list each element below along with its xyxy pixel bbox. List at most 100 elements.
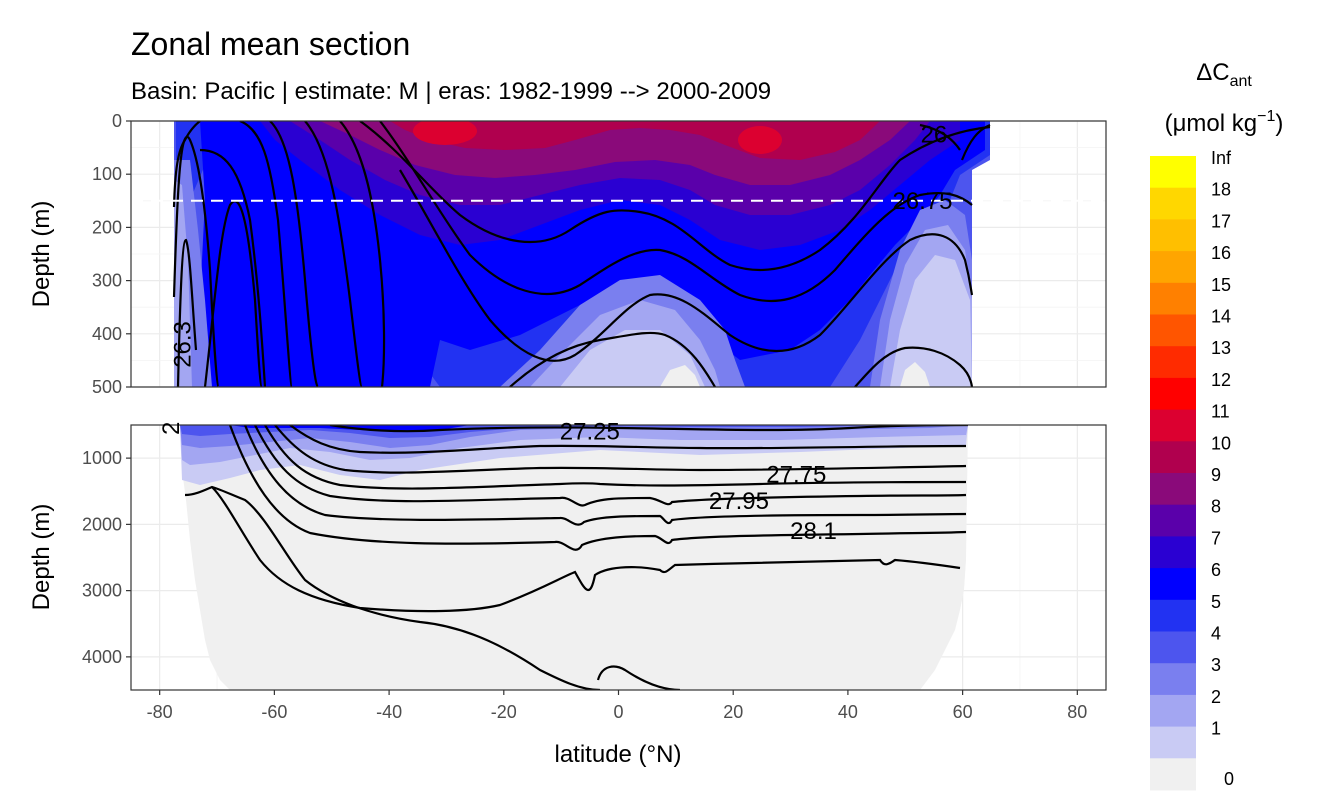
isopycnal-upper-10	[359, 121, 991, 272]
isopycnal-upper-7	[269, 121, 320, 387]
legend-swatch	[1150, 631, 1196, 664]
y-tick-label: 400	[92, 324, 122, 344]
legend-swatch	[1150, 726, 1196, 759]
legend-label: Inf	[1211, 148, 1232, 168]
legend-swatch	[1150, 314, 1196, 347]
fill-band-0-lobe-equator	[660, 365, 700, 387]
x-tick-label: 80	[1067, 702, 1087, 722]
legend-title-line2: (μmol kg−1)	[1165, 108, 1284, 137]
fill-band-1-lobe-north	[890, 255, 972, 387]
isopycnal-upper-8	[304, 121, 364, 387]
y-tick-label: 300	[92, 271, 122, 291]
legend-label: 0	[1224, 769, 1234, 789]
legend-swatch	[1150, 504, 1196, 537]
isopycnal-upper-5	[199, 148, 267, 387]
legend-label: 1	[1211, 719, 1221, 739]
legend-swatch	[1150, 568, 1196, 601]
legend-label: 14	[1211, 307, 1231, 327]
isopycnal-upper-26	[919, 123, 991, 161]
legend-swatch	[1150, 758, 1196, 791]
legend-label: 11	[1211, 402, 1230, 422]
upper-panel	[130, 120, 1107, 388]
y-tick-label: 0	[112, 111, 122, 131]
isopycnal-upper-3	[176, 238, 198, 387]
legend-swatch	[1150, 663, 1196, 696]
contour-label: 26.3	[170, 321, 197, 368]
x-tick-label: -60	[261, 702, 287, 722]
legend-swatch	[1150, 694, 1196, 728]
isopycnal-lower-1	[329, 425, 969, 433]
isopycnal-upper-14	[854, 346, 974, 387]
fill-band-11-core-south	[413, 121, 477, 145]
contour-label: 26	[921, 121, 948, 148]
legend-swatch	[1150, 219, 1196, 252]
legend-label: 17	[1211, 211, 1231, 231]
y-tick-label: 3000	[82, 581, 122, 601]
x-tick-label: -40	[376, 702, 402, 722]
fill-band-0-lobe-north	[900, 362, 930, 387]
legend-label: 4	[1211, 624, 1221, 644]
x-axis: -80 -60 -40 -20 0 20 40 60 80	[147, 690, 1087, 722]
legend-label: 3	[1211, 655, 1221, 675]
legend-title-superscript: −1	[1257, 108, 1275, 125]
isopycnal-lower-4	[264, 425, 967, 490]
isopycnal-upper-11	[379, 121, 973, 303]
contour-label: 27.75	[766, 462, 826, 489]
y-tick-label: 4000	[82, 647, 122, 667]
legend-label: 9	[1211, 465, 1221, 485]
lower-panel	[130, 424, 1107, 691]
contour-label: 26.75	[892, 188, 952, 215]
isopycnal-upper-13	[509, 331, 716, 387]
upper-y-axis-title: Depth (m)	[28, 201, 55, 308]
lower-filled-contours	[180, 425, 968, 690]
legend-swatch	[1150, 251, 1196, 284]
fill-band-0-domain	[180, 425, 968, 690]
upper-panel-border	[130, 120, 1107, 388]
legend: ΔCant (μmol kg−1) Inf1817161514131211109…	[1150, 59, 1283, 791]
legend-label: 8	[1211, 497, 1221, 517]
legend-title-symbol: ΔC	[1196, 59, 1229, 86]
isopycnal-lower-6	[243, 425, 967, 526]
legend-label: 15	[1211, 275, 1231, 295]
isopycnal-lower-9	[211, 486, 961, 613]
isopycnal-upper-4	[203, 200, 264, 387]
legend-swatch	[1150, 473, 1196, 506]
legend-label: 6	[1211, 560, 1221, 580]
isopycnal-upper-2	[172, 136, 220, 387]
legend-title-line1: ΔCant	[1196, 59, 1252, 90]
legend-swatch	[1150, 187, 1196, 220]
isopycnal-upper-12	[399, 169, 974, 362]
y-tick-label: 1000	[82, 448, 122, 468]
upper-filled-contours	[174, 121, 990, 387]
legend-label: 2	[1211, 687, 1221, 707]
isopycnal-lower-8	[184, 485, 681, 690]
isopycnal-upper-9	[339, 121, 386, 387]
lower-y-axis-title: Depth (m)	[28, 504, 55, 611]
isopycnal-lower-7	[228, 425, 967, 551]
isopycnal-upper-6	[239, 121, 294, 387]
isopycnal-lower-2	[289, 425, 967, 454]
y-tick-label: 500	[92, 377, 122, 397]
contour-label: 27.25	[560, 419, 620, 446]
x-tick-label: -80	[147, 702, 173, 722]
isopycnal-lower-3	[274, 425, 967, 474]
legend-swatch	[1150, 599, 1196, 632]
y-tick-label: 200	[92, 217, 122, 237]
legend-swatch	[1150, 409, 1196, 442]
fill-band-11-core-north	[738, 126, 782, 154]
legend-swatch	[1150, 377, 1196, 411]
legend-label: 18	[1211, 180, 1231, 200]
contour-label: 27.95	[709, 488, 769, 515]
legend-swatch	[1150, 441, 1196, 474]
x-tick-label: 60	[953, 702, 973, 722]
x-tick-label: -20	[491, 702, 517, 722]
legend-label: 10	[1211, 433, 1231, 453]
legend-label: 7	[1211, 528, 1221, 548]
x-tick-label: 40	[838, 702, 858, 722]
legend-label: 5	[1211, 592, 1221, 612]
upper-y-axis: 0 100 200 300 400 500	[92, 111, 131, 397]
legend-swatch	[1150, 536, 1196, 569]
lower-contour-lines	[184, 425, 969, 690]
lower-y-axis: 1000 2000 3000 4000	[82, 448, 131, 667]
